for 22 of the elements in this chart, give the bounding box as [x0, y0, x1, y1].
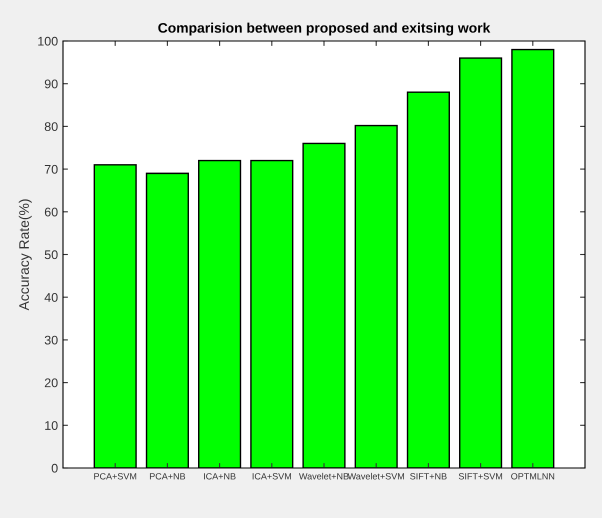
x-tick-label: SIFT+SVM [458, 473, 502, 480]
y-tick-label: 30 [44, 336, 58, 345]
chart-title: Comparision between proposed and exitsing work [158, 22, 490, 36]
y-tick-label: 0 [52, 464, 58, 473]
x-tick-label: Wavelet+NB [298, 472, 349, 480]
y-tick-label: 70 [44, 164, 58, 174]
y-tick-label: 90 [44, 80, 58, 88]
y-tick-label: 20 [44, 378, 58, 388]
x-tick-label: ICA+SVM [252, 473, 291, 480]
x-tick-label: OPTMLNN [511, 473, 554, 480]
x-tick-label: Wavelet+SVM [348, 472, 404, 480]
x-tick-label: ICA+NB [204, 473, 236, 480]
x-tick-label: SIFT+NB [410, 473, 447, 480]
y-tick-label: 100 [38, 36, 58, 46]
y-tick-label: 40 [44, 293, 58, 302]
y-tick-label: 10 [45, 421, 58, 430]
x-tick-label: PCA+SVM [94, 473, 136, 480]
y-axis-title: Accuracy Rate(%) [18, 199, 32, 310]
y-tick-label: 80 [44, 122, 58, 132]
y-tick-label: 60 [44, 208, 58, 216]
y-tick-label: 50 [44, 250, 58, 260]
x-tick-label: PCA+NB [150, 473, 186, 480]
